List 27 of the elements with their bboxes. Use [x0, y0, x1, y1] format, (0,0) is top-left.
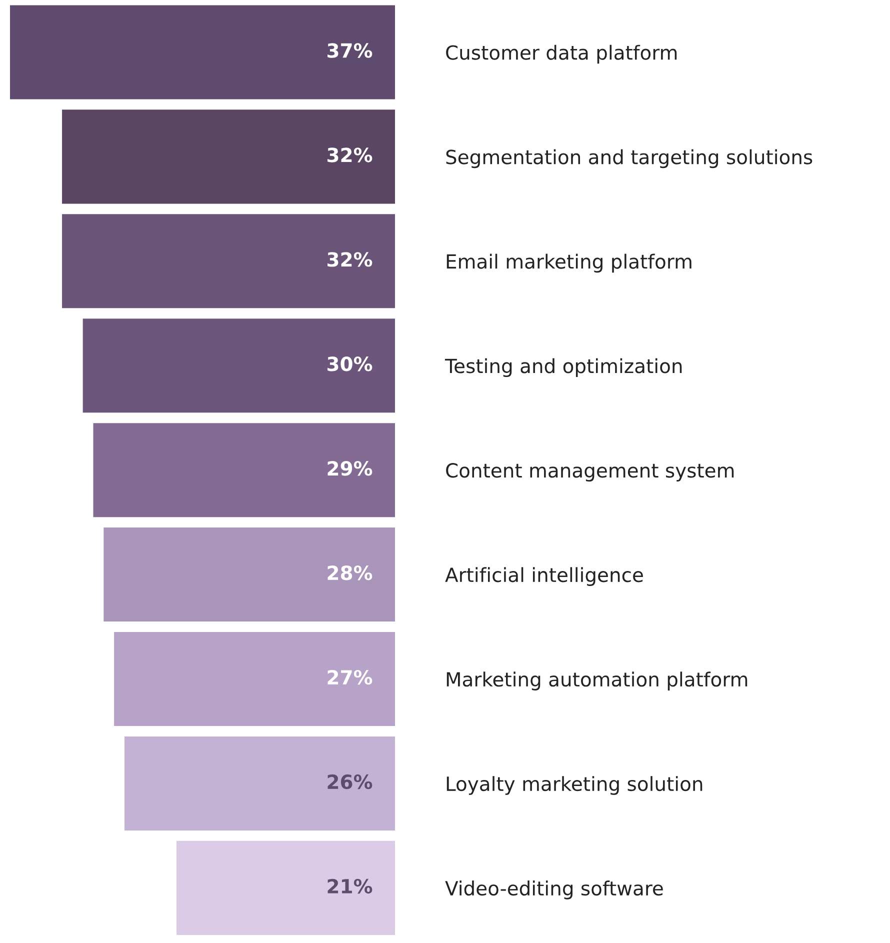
y-tick-label: Segmentation and targeting solutions	[446, 149, 812, 168]
data-label: 32%	[328, 252, 372, 267]
data-label: 26%	[328, 774, 372, 790]
bar	[62, 110, 395, 204]
bar	[82, 318, 395, 413]
y-tick-label: Marketing automation platform	[446, 672, 748, 690]
bar	[176, 840, 395, 935]
bar	[93, 423, 395, 518]
bar	[62, 214, 395, 308]
bar	[114, 632, 395, 726]
bar	[124, 736, 395, 830]
y-tick-label: Email marketing platform	[446, 254, 692, 273]
y-tick-label: Testing and optimization	[444, 358, 682, 378]
bar	[10, 5, 395, 100]
data-label: 37%	[328, 43, 372, 58]
y-tick-label: Video-editing software	[445, 880, 663, 900]
y-tick-label: Loyalty marketing solution	[446, 776, 702, 795]
y-tick-label: Content management system	[446, 463, 734, 482]
data-label: 21%	[328, 878, 372, 894]
data-label: 29%	[328, 461, 372, 476]
y-tick-label: Customer data platform	[446, 44, 677, 64]
y-tick-label: Artificial intelligence	[445, 567, 643, 586]
data-label: 30%	[328, 356, 372, 372]
bar	[104, 528, 395, 622]
data-label: 27%	[328, 670, 372, 685]
data-label: 32%	[328, 148, 372, 162]
data-label: 28%	[328, 565, 372, 580]
